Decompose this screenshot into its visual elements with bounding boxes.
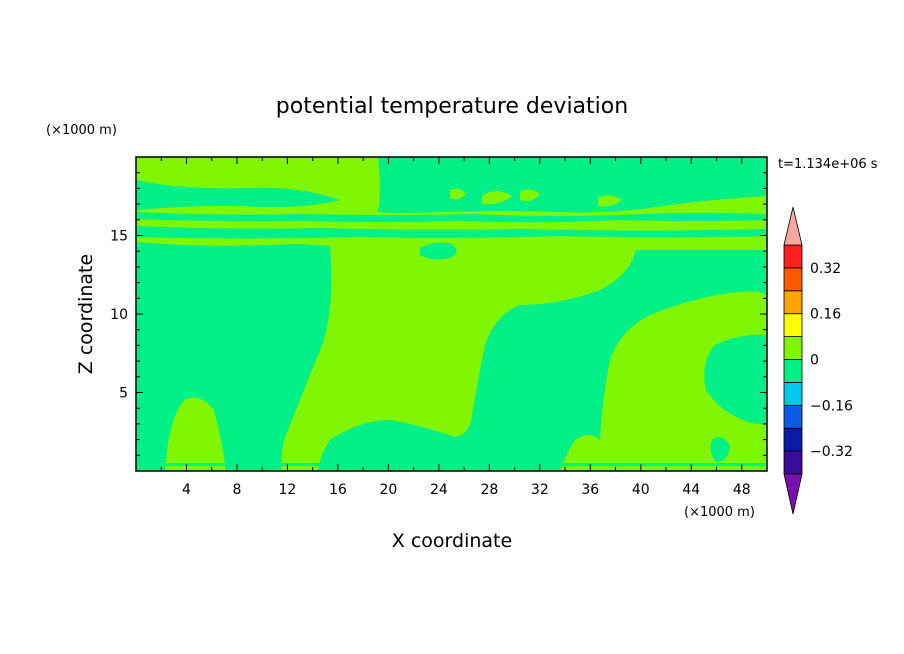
colorbar-box xyxy=(783,404,803,429)
colorbar-box xyxy=(783,290,803,315)
x-tick-label: 36 xyxy=(581,482,599,498)
y-axis-label: Z coordinate xyxy=(75,254,97,374)
y-axis: 5 10 15 xyxy=(110,172,767,456)
field-band-lower xyxy=(136,226,767,239)
colorbar-label: 0 xyxy=(810,353,819,369)
colorbar-box xyxy=(783,313,803,338)
field-blob-2 xyxy=(136,435,162,466)
x-tick-label: 24 xyxy=(430,482,448,498)
time-label: t=1.134e+06 s xyxy=(778,157,878,172)
field-blob-3 xyxy=(710,437,730,462)
x-axis-label: X coordinate xyxy=(392,530,512,552)
x-tick-label: 12 xyxy=(279,482,297,498)
x-unit-label: (×1000 m) xyxy=(684,505,755,520)
y-unit-label: (×1000 m) xyxy=(46,123,117,138)
colorbar-label: −0.16 xyxy=(810,398,853,414)
colorbar: 0.32 0.16 0 −0.16 −0.32 xyxy=(783,206,853,515)
field-island-3 xyxy=(598,195,622,207)
field-region-center xyxy=(318,250,767,471)
field-blob-1 xyxy=(420,242,457,260)
x-tick-label: 4 xyxy=(182,482,191,498)
x-tick-label: 40 xyxy=(632,482,650,498)
field-region-top-left xyxy=(136,180,340,210)
y-tick-label: 10 xyxy=(110,307,128,323)
field-bottom-strip xyxy=(136,463,767,466)
contour-field xyxy=(136,157,767,471)
y-tick-label: 15 xyxy=(110,229,128,245)
chart-title: potential temperature deviation xyxy=(276,94,628,119)
colorbar-box xyxy=(783,381,803,406)
x-tick-label: 48 xyxy=(733,482,751,498)
colorbar-extend-max xyxy=(783,206,803,246)
field-band-upper xyxy=(136,212,767,223)
x-tick-label: 8 xyxy=(232,482,241,498)
colorbar-box xyxy=(783,267,803,292)
field-region-top xyxy=(378,157,767,213)
colorbar-box xyxy=(783,336,803,360)
field-region-right xyxy=(704,334,767,425)
colorbar-box xyxy=(783,359,803,383)
field-region-left xyxy=(136,242,332,471)
colorbar-box xyxy=(783,244,803,269)
x-tick-label: 44 xyxy=(682,482,700,498)
colorbar-label: −0.32 xyxy=(810,444,853,460)
colorbar-label: 0.32 xyxy=(810,261,841,277)
colorbar-box xyxy=(783,427,803,452)
field-island-4 xyxy=(450,188,466,200)
x-axis: 4 8 12 16 20 24 28 32 36 40 44 48 xyxy=(160,157,768,498)
colorbar-box xyxy=(783,450,803,475)
y-tick-label: 5 xyxy=(119,386,128,402)
colorbar-label: 0.16 xyxy=(810,307,841,323)
x-tick-label: 16 xyxy=(329,482,347,498)
x-tick-label: 20 xyxy=(379,482,397,498)
field-island-1 xyxy=(482,191,512,205)
field-island-2 xyxy=(520,189,540,202)
x-tick-label: 28 xyxy=(480,482,498,498)
x-tick-label: 32 xyxy=(531,482,549,498)
colorbar-extend-min xyxy=(783,473,803,515)
